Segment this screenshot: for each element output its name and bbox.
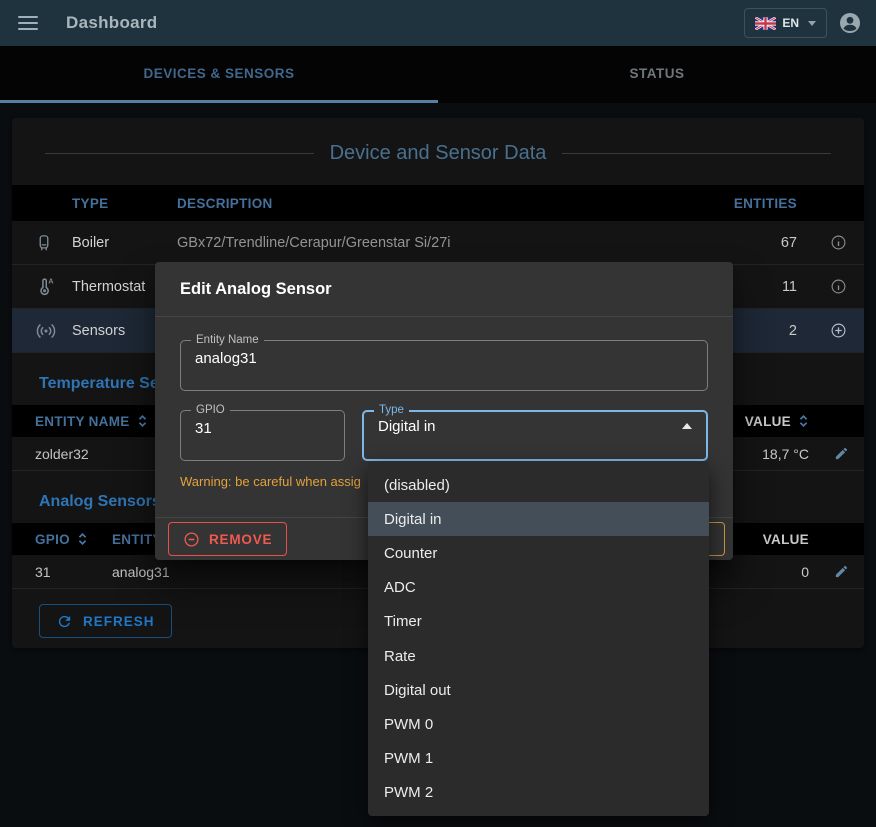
type-selected-value: Digital in: [378, 417, 436, 435]
value-cell: 18,7 °C: [762, 445, 809, 462]
device-entities-count: 2: [788, 322, 797, 339]
device-entities-count: 11: [781, 278, 797, 295]
refresh-button[interactable]: REFRESH: [39, 604, 172, 638]
warning-text: Warning: be careful when assig: [180, 474, 361, 489]
remove-label: REMOVE: [209, 531, 273, 547]
page-title: Device and Sensor Data: [329, 142, 547, 164]
sort-icon: [78, 532, 87, 546]
entity-name-field[interactable]: Entity Name analog31: [180, 334, 708, 391]
language-label: EN: [782, 16, 799, 30]
dropdown-option-pwm0[interactable]: PWM 0: [384, 715, 434, 733]
dropdown-option-adc[interactable]: ADC: [384, 579, 416, 597]
dropdown-option-pwm2[interactable]: PWM 2: [384, 784, 434, 802]
dropdown-option-digital-in[interactable]: Digital in: [368, 502, 709, 537]
dropdown-option-counter[interactable]: Counter: [384, 544, 438, 562]
device-type: Boiler: [72, 234, 110, 251]
device-description: GBx72/Trendline/Cerapur/Greenstar Si/27i: [177, 234, 451, 251]
uk-flag-icon: [755, 16, 777, 30]
analog-section-title: Analog Sensors: [39, 493, 161, 510]
dropdown-option-digital-out[interactable]: Digital out: [384, 681, 451, 699]
gpio-value[interactable]: 31: [195, 419, 212, 437]
entity-name-value[interactable]: analog31: [195, 349, 257, 367]
divider: [45, 153, 314, 154]
divider: [562, 153, 832, 154]
dropdown-option-rate[interactable]: Rate: [384, 647, 416, 665]
edit-icon[interactable]: [809, 564, 849, 579]
minus-circle-icon: [184, 531, 199, 547]
col-header-entities: ENTITIES: [733, 195, 797, 211]
chevron-up-icon: [682, 423, 692, 429]
col-header-type: TYPE: [72, 195, 109, 211]
thermostat-icon: A: [27, 277, 72, 297]
section-heading: Device and Sensor Data: [45, 118, 832, 165]
info-icon[interactable]: [805, 234, 849, 251]
col-header-gpio[interactable]: GPIO: [35, 532, 88, 547]
sensors-icon: [27, 322, 72, 340]
col-header-entity-name[interactable]: ENTITY NAME: [35, 414, 669, 429]
account-icon[interactable]: [838, 11, 862, 35]
tab-devices-sensors[interactable]: DEVICES & SENSORS: [0, 46, 438, 103]
svg-text:A: A: [48, 277, 53, 285]
type-select[interactable]: Type Digital in: [362, 404, 708, 461]
tab-bar: DEVICES & SENSORS STATUS: [0, 46, 876, 103]
device-type: Sensors: [72, 322, 126, 339]
edit-icon[interactable]: [809, 446, 849, 461]
type-dropdown-menu: (disabled) Digital in Counter ADC Timer …: [368, 462, 709, 816]
refresh-label: REFRESH: [83, 613, 155, 629]
device-table-header: TYPE DESCRIPTION ENTITIES: [12, 185, 864, 221]
add-icon[interactable]: [805, 322, 849, 339]
app-title: Dashboard: [66, 13, 158, 32]
app-bar-right: EN: [744, 8, 862, 38]
language-selector[interactable]: EN: [744, 8, 827, 38]
dropdown-option-timer[interactable]: Timer: [384, 613, 422, 631]
value-cell: 0: [801, 563, 809, 580]
sort-icon: [138, 414, 146, 428]
tab-status[interactable]: STATUS: [629, 65, 685, 81]
app-bar: Dashboard EN: [0, 0, 876, 46]
device-entities-count: 67: [780, 234, 797, 251]
refresh-icon: [58, 615, 71, 627]
chevron-down-icon: [808, 20, 816, 26]
col-header-description: DESCRIPTION: [177, 195, 273, 211]
table-row-boiler[interactable]: Boiler GBx72/Trendline/Cerapur/Greenstar…: [12, 221, 864, 265]
gpio-cell: 31: [35, 563, 51, 580]
gpio-label: GPIO: [196, 404, 225, 416]
type-label: Type: [379, 404, 404, 416]
sort-icon: [799, 414, 808, 428]
remove-button[interactable]: REMOVE: [168, 522, 288, 556]
boiler-icon: [27, 233, 72, 253]
info-icon[interactable]: [805, 278, 849, 295]
dropdown-option-pwm1[interactable]: PWM 1: [384, 750, 434, 768]
device-type: Thermostat: [72, 278, 146, 295]
col-header-value: VALUE: [762, 531, 809, 547]
col-header-value[interactable]: VALUE: [745, 414, 809, 429]
dialog-title: Edit Analog Sensor: [155, 262, 733, 317]
gpio-field[interactable]: GPIO 31: [180, 404, 345, 461]
entity-name-cell: analog31: [112, 563, 170, 580]
dialog-body: Entity Name analog31 GPIO 31 Type Digita…: [155, 317, 733, 489]
entity-name-label: Entity Name: [196, 334, 259, 346]
dropdown-option-disabled[interactable]: (disabled): [384, 476, 450, 494]
menu-icon[interactable]: [18, 16, 38, 30]
entity-name-cell: zolder32: [35, 445, 89, 462]
